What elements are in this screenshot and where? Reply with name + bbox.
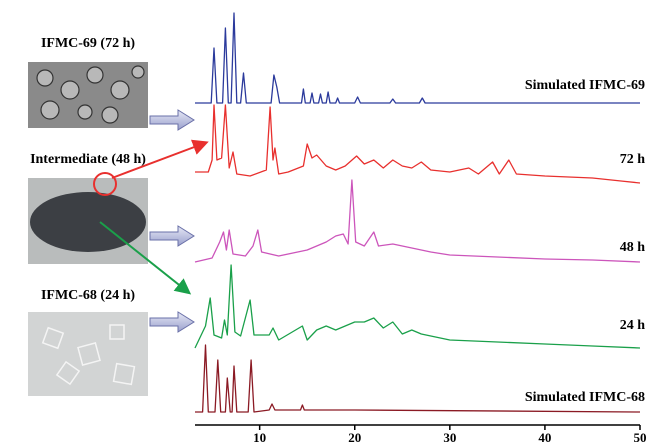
- block-arrow: [150, 110, 194, 130]
- series-label: 48 h: [620, 240, 646, 255]
- annotation: Intermediate (48 h): [30, 152, 146, 167]
- x-tick-label: 30: [443, 430, 456, 445]
- block-arrow: [150, 226, 194, 246]
- annotation: IFMC-68 (24 h): [41, 288, 135, 303]
- pattern-line: [195, 265, 640, 348]
- photo: [28, 312, 148, 396]
- pattern-line: [195, 180, 640, 262]
- pattern-line: [195, 105, 640, 183]
- annotation: IFMC-69 (72 h): [41, 36, 135, 51]
- x-tick-label: 10: [253, 430, 266, 445]
- series-label: Simulated IFMC-69: [525, 78, 645, 93]
- aggregate: [30, 192, 146, 252]
- series-label: 24 h: [620, 318, 646, 333]
- block-arrow: [150, 312, 194, 332]
- x-tick-label: 50: [634, 430, 647, 445]
- x-tick-label: 40: [538, 430, 551, 445]
- chart: IFMC-69 (72 h) Intermediate (48 h) IFMC-…: [0, 0, 652, 448]
- x-tick-label: 20: [348, 430, 361, 445]
- series-label: 72 h: [620, 152, 646, 167]
- series-label: Simulated IFMC-68: [525, 390, 645, 405]
